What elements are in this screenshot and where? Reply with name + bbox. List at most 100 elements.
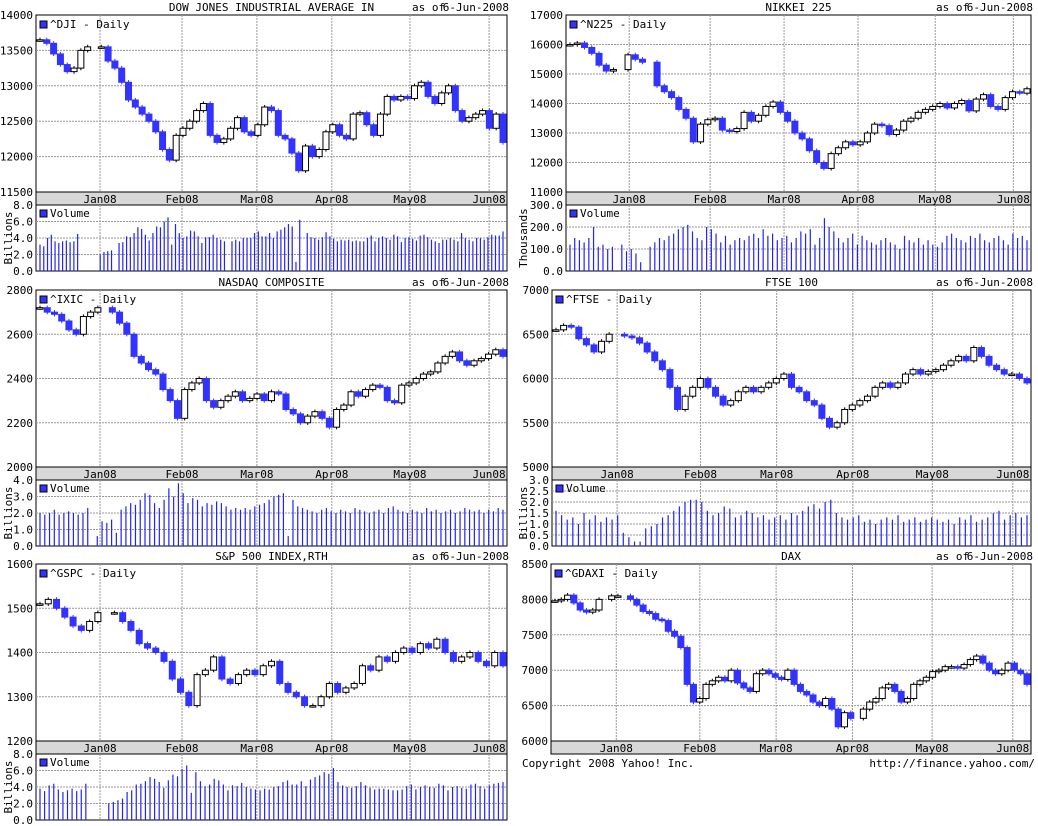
candle bbox=[820, 162, 828, 169]
candle bbox=[1000, 369, 1008, 375]
candle bbox=[179, 127, 187, 136]
candle bbox=[492, 349, 500, 355]
candle bbox=[834, 147, 842, 155]
candle bbox=[954, 666, 962, 669]
candle bbox=[727, 669, 735, 682]
candle bbox=[985, 662, 993, 671]
y-tick-label: 6000 bbox=[523, 373, 550, 386]
candle bbox=[77, 625, 85, 631]
candle bbox=[598, 340, 606, 353]
candle bbox=[776, 101, 784, 113]
candle bbox=[910, 683, 918, 700]
y-tick-label: 5000 bbox=[523, 461, 550, 474]
candle bbox=[282, 393, 290, 410]
candle bbox=[201, 669, 209, 676]
x-tick-label: Mar08 bbox=[760, 468, 793, 481]
candle bbox=[226, 678, 234, 684]
candle bbox=[50, 42, 58, 55]
chart-title: FTSE 100 bbox=[765, 276, 818, 289]
candle bbox=[318, 411, 326, 419]
candle bbox=[254, 124, 262, 136]
candle bbox=[315, 149, 323, 158]
candle bbox=[152, 647, 160, 654]
candle bbox=[427, 371, 435, 375]
as-of-date: 6-Jun-2008 bbox=[967, 1, 1033, 14]
candle bbox=[375, 656, 383, 671]
candle bbox=[683, 647, 691, 685]
candle bbox=[1001, 97, 1009, 110]
candle bbox=[973, 655, 981, 661]
candle bbox=[726, 129, 734, 133]
candle bbox=[449, 652, 457, 662]
volume-tick-label: 2.0 bbox=[529, 496, 549, 509]
as-of-date: 6-Jun-2008 bbox=[443, 550, 509, 563]
candle bbox=[152, 120, 160, 133]
candle bbox=[108, 307, 116, 313]
x-tick-label: Feb08 bbox=[165, 468, 198, 481]
candle bbox=[929, 671, 937, 678]
candle bbox=[131, 99, 139, 108]
candle bbox=[734, 391, 742, 402]
candle bbox=[123, 322, 131, 335]
candle bbox=[742, 386, 750, 393]
candle bbox=[56, 53, 64, 66]
candle bbox=[718, 117, 726, 131]
candle bbox=[195, 378, 203, 384]
candle bbox=[295, 152, 303, 172]
candle bbox=[947, 360, 955, 366]
legend-label: ^GSPC - Daily bbox=[50, 567, 136, 580]
volume-tick-label: 1.0 bbox=[13, 524, 33, 537]
legend-swatch bbox=[569, 20, 578, 29]
candle bbox=[818, 404, 826, 419]
volume-tick-label: 6.0 bbox=[13, 216, 33, 229]
candle bbox=[234, 674, 242, 684]
x-tick-label: May08 bbox=[393, 742, 426, 755]
candle bbox=[907, 117, 915, 122]
candle bbox=[987, 94, 995, 107]
candle bbox=[833, 422, 841, 428]
x-tick-label: Mar08 bbox=[768, 193, 801, 206]
candle bbox=[936, 103, 944, 107]
y-tick-label: 6000 bbox=[522, 735, 549, 748]
candle bbox=[404, 95, 412, 100]
y-tick-label: 14000 bbox=[0, 9, 33, 22]
candle bbox=[58, 313, 66, 322]
y-tick-label: 7000 bbox=[522, 664, 549, 677]
candle bbox=[759, 669, 767, 675]
candle bbox=[94, 612, 102, 623]
candle bbox=[53, 598, 61, 609]
candle bbox=[152, 369, 160, 375]
volume-tick-label: 2.5 bbox=[529, 485, 549, 498]
candle bbox=[79, 316, 87, 335]
x-tick-label: Jun08 bbox=[997, 193, 1030, 206]
candle bbox=[94, 307, 102, 313]
candle bbox=[416, 643, 424, 654]
candle bbox=[135, 629, 143, 645]
x-tick-label: Feb08 bbox=[684, 468, 717, 481]
candle bbox=[36, 307, 44, 310]
y-tick-label: 2400 bbox=[7, 373, 34, 386]
volume-legend-swatch bbox=[39, 758, 48, 767]
candle bbox=[849, 141, 857, 146]
candle bbox=[276, 660, 284, 684]
candle bbox=[998, 669, 1006, 675]
as-of-label: as of bbox=[936, 1, 969, 14]
candle bbox=[564, 594, 572, 600]
candle bbox=[897, 690, 905, 703]
candle bbox=[567, 324, 575, 328]
y-tick-label: 13500 bbox=[0, 44, 33, 57]
candle bbox=[992, 669, 1000, 675]
candle bbox=[177, 678, 185, 693]
candle bbox=[863, 132, 871, 143]
candle bbox=[383, 656, 391, 662]
y-tick-label: 8000 bbox=[522, 593, 549, 606]
candle bbox=[885, 683, 893, 689]
candle bbox=[408, 647, 416, 654]
candle bbox=[1008, 373, 1016, 377]
candle bbox=[311, 411, 319, 417]
candle bbox=[438, 92, 446, 104]
candle bbox=[784, 669, 792, 680]
legend-swatch bbox=[555, 295, 564, 304]
candle bbox=[668, 91, 676, 99]
x-tick-label: May08 bbox=[919, 193, 952, 206]
